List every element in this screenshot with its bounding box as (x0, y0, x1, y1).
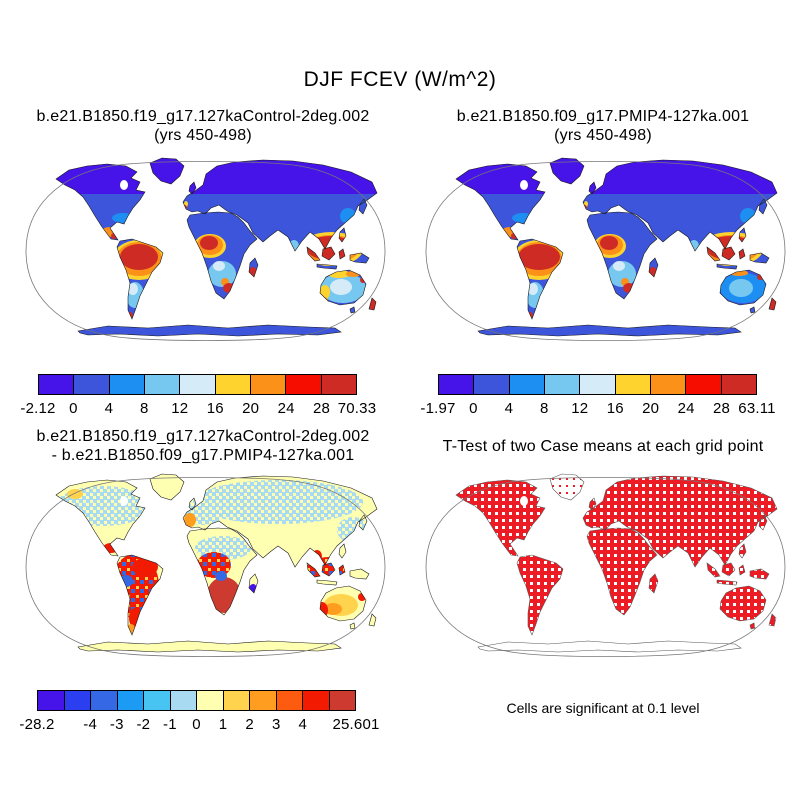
colorbar-segment (169, 690, 197, 711)
colorbar-tick-label: 28 (313, 400, 331, 417)
significance-caption: Cells are significant at 0.1 level (506, 700, 700, 716)
colorbar-segment (63, 690, 91, 711)
colorbar-case2: -1.97 0 4 8 12 16 20 24 28 63.11 (420, 374, 776, 424)
colorbar-tick-label: 0 (69, 400, 78, 417)
colorbar-tick-label: 4 (104, 400, 114, 417)
colorbar-tick-label: 3 (271, 716, 281, 733)
colorbar-segment (38, 374, 75, 395)
colorbar-segment (328, 690, 356, 711)
colorbar-tick-label: 8 (540, 400, 549, 417)
colorbar-tick-label: 16 (606, 400, 624, 417)
map-case2 (423, 152, 788, 350)
colorbar-segment (214, 374, 251, 395)
colorbar-tick-label: 20 (642, 400, 660, 417)
colorbar-segment (249, 374, 287, 395)
colorbar-bar (38, 374, 357, 395)
colorbar-tick-label: 4 (504, 400, 514, 417)
colorbar-segment (90, 690, 118, 711)
panel-title-case1-line1: b.e21.B1850.f19_g17.127kaControl-2deg.00… (36, 108, 370, 125)
colorbar-segment (579, 374, 616, 395)
colorbar-segment (275, 690, 303, 711)
panel-title-diff: b.e21.B1850.f19_g17.127kaControl-2deg.00… (3, 427, 403, 465)
colorbar-segment (143, 374, 181, 395)
colorbar-segment (649, 374, 687, 395)
colorbar-segment (108, 374, 145, 395)
colorbar-tick-label: 4 (298, 716, 308, 733)
colorbar-segment (302, 690, 330, 711)
colorbar-segment (143, 690, 171, 711)
colorbar-segment (179, 374, 216, 395)
map-diff (23, 468, 388, 666)
colorbar-tick-label: 25.601 (332, 716, 380, 733)
panel-title-case1: b.e21.B1850.f19_g17.127kaControl-2deg.00… (3, 107, 403, 145)
colorbar-tick-label: 2 (245, 716, 254, 733)
colorbar-tick-label: 0 (469, 400, 478, 417)
colorbar-segment (249, 690, 277, 711)
colorbar-tick-label: 8 (140, 400, 149, 417)
colorbar-segment (473, 374, 510, 395)
colorbar-tick-label: 28 (713, 400, 731, 417)
colorbar-tick-label: 0 (192, 716, 201, 733)
colorbar-tick-label: 1 (218, 716, 228, 733)
colorbar-segment (116, 690, 144, 711)
colorbar-tick-label: 20 (242, 400, 260, 417)
map-ttest (423, 468, 788, 666)
colorbar-tick-label: -28.2 (19, 716, 55, 733)
colorbar-segment (222, 690, 250, 711)
panel-title-case2: b.e21.B1850.f09_g17.PMIP4-127ka.001 (yrs… (403, 107, 800, 145)
colorbar-segment (320, 374, 357, 395)
colorbar-tick-label: -1.97 (420, 400, 456, 417)
colorbar-segment (508, 374, 545, 395)
colorbar-segment (285, 374, 322, 395)
panel-title-ttest: T-Test of two Case means at each grid po… (403, 437, 800, 456)
colorbar-segment (438, 374, 475, 395)
colorbar-segment (543, 374, 581, 395)
panel-title-diff-line2: - b.e21.B1850.f09_g17.PMIP4-127ka.001 (51, 447, 355, 464)
colorbar-segment (614, 374, 651, 395)
colorbar-tick-label: -4 (83, 716, 98, 733)
colorbar-tick-label: -2.12 (20, 400, 56, 417)
colorbar-segment (685, 374, 722, 395)
colorbar-tick-label: 70.33 (337, 400, 377, 417)
colorbar-segment (73, 374, 110, 395)
panel-title-diff-line1: b.e21.B1850.f19_g17.127kaControl-2deg.00… (36, 428, 370, 445)
colorbar-bar (37, 690, 356, 711)
colorbar-tick-label: -2 (136, 716, 151, 733)
colorbar-segment (196, 690, 224, 711)
colorbar-tick-label: 16 (206, 400, 224, 417)
colorbar-diff: -28.2 -4 -3 -2 -1 0 1 2 3 4 25.601 (19, 690, 379, 740)
colorbar-tick-label: 63.11 (738, 400, 776, 417)
map-case1 (23, 152, 388, 350)
colorbar-tick-label: 24 (277, 400, 295, 417)
colorbar-tick-label: 24 (677, 400, 695, 417)
colorbar-tick-label: -1 (163, 716, 177, 733)
colorbar-segment (37, 690, 65, 711)
colorbar-segment (720, 374, 757, 395)
figure-title: DJF FCEV (W/m^2) (303, 68, 497, 91)
colorbar-tick-label: -3 (109, 716, 124, 733)
panel-title-ttest-line1: T-Test of two Case means at each grid po… (442, 438, 764, 455)
panel-title-case2-line1: b.e21.B1850.f09_g17.PMIP4-127ka.001 (456, 108, 750, 125)
colorbar-tick-label: 12 (171, 400, 189, 417)
panel-title-case1-line2: (yrs 450-498) (154, 127, 252, 144)
colorbar-tick-label: 12 (571, 400, 589, 417)
colorbar-bar (438, 374, 757, 395)
panel-title-case2-line2: (yrs 450-498) (554, 127, 652, 144)
colorbar-case1: -2.12 0 4 8 12 16 20 24 28 70.33 (20, 374, 376, 424)
